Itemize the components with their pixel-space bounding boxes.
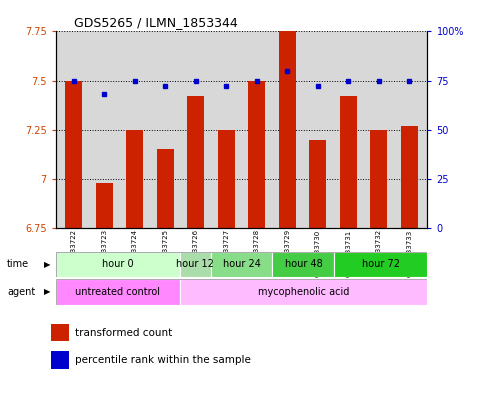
- Bar: [279, 31, 296, 228]
- Bar: [51, 351, 69, 369]
- Text: transformed count: transformed count: [75, 328, 172, 338]
- Bar: [96, 183, 113, 228]
- Bar: [401, 126, 417, 228]
- Text: mycophenolic acid: mycophenolic acid: [258, 287, 349, 297]
- Bar: [340, 96, 356, 228]
- Bar: [127, 130, 143, 228]
- Bar: [56, 279, 180, 305]
- Bar: [56, 252, 180, 277]
- Text: agent: agent: [7, 286, 35, 297]
- Text: percentile rank within the sample: percentile rank within the sample: [75, 355, 251, 365]
- Bar: [272, 252, 334, 277]
- Bar: [370, 130, 387, 228]
- Text: hour 0: hour 0: [102, 259, 133, 269]
- Text: time: time: [7, 259, 29, 269]
- Text: hour 72: hour 72: [362, 259, 400, 269]
- Text: GDS5265 / ILMN_1853344: GDS5265 / ILMN_1853344: [74, 16, 238, 29]
- Bar: [187, 96, 204, 228]
- Bar: [248, 81, 265, 228]
- Text: hour 12: hour 12: [176, 259, 214, 269]
- Bar: [180, 252, 211, 277]
- Bar: [334, 252, 427, 277]
- Text: ▶: ▶: [44, 287, 51, 296]
- Text: hour 48: hour 48: [284, 259, 322, 269]
- Bar: [157, 149, 174, 228]
- Bar: [51, 324, 69, 342]
- Text: ▶: ▶: [44, 260, 51, 268]
- Text: untreated control: untreated control: [75, 287, 160, 297]
- Bar: [211, 252, 272, 277]
- Bar: [180, 279, 427, 305]
- Bar: [218, 130, 235, 228]
- Bar: [309, 140, 326, 228]
- Bar: [66, 81, 82, 228]
- Text: hour 24: hour 24: [223, 259, 260, 269]
